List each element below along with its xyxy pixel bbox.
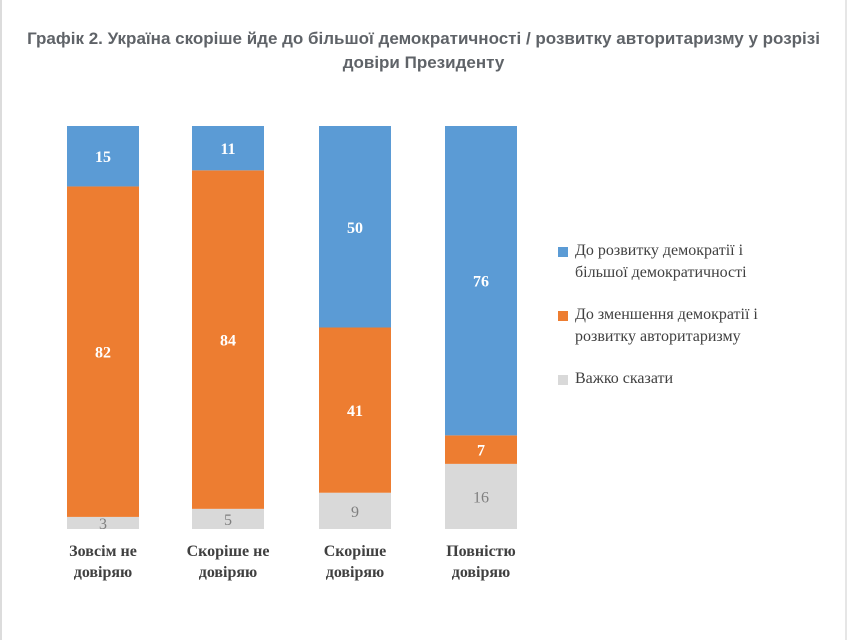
bar-segment-1-series-2 bbox=[67, 186, 139, 517]
bar-segment-3-series-1 bbox=[319, 492, 391, 529]
x-tick-label-2: Скоріше не довіряю bbox=[186, 543, 270, 581]
data-label-4-series-2: 7 bbox=[477, 443, 485, 460]
data-label-1-series-2: 82 bbox=[95, 345, 111, 362]
x-tick-label-1: Зовсім не довіряю bbox=[69, 543, 137, 581]
bar-segment-4-series-1 bbox=[445, 463, 517, 529]
bar-segment-3-series-2 bbox=[319, 327, 391, 493]
data-label-3-series-2: 41 bbox=[347, 403, 363, 420]
legend-label: До зменшення демократії і розвитку автор… bbox=[575, 306, 758, 345]
legend-label: До розвитку демократії і більшої демокра… bbox=[575, 242, 747, 281]
legend-swatch bbox=[558, 311, 568, 321]
x-tick-label-4: Повністю довіряю bbox=[446, 543, 516, 581]
data-label-2-series-1: 5 bbox=[224, 512, 232, 529]
chart-title: Графік 2. Україна скоріше йде до більшої… bbox=[27, 29, 820, 72]
data-label-1-series-3: 15 bbox=[95, 149, 111, 166]
legend-item-1: До розвитку демократії і більшої демокра… bbox=[548, 240, 838, 284]
data-label-2-series-3: 11 bbox=[220, 141, 235, 158]
data-label-3-series-1: 9 bbox=[351, 504, 359, 521]
data-label-4-series-1: 16 bbox=[473, 489, 489, 506]
legend-swatch bbox=[558, 247, 568, 257]
bar-segment-2-series-3 bbox=[192, 126, 264, 171]
data-label-1-series-1: 3 bbox=[99, 516, 107, 533]
data-label-4-series-3: 76 bbox=[473, 274, 489, 291]
legend-swatch bbox=[558, 375, 568, 385]
bar-segment-1-series-3 bbox=[67, 126, 139, 187]
legend-item-3: Важко сказати bbox=[548, 368, 838, 390]
chart-legend: До розвитку демократії і більшої демокра… bbox=[548, 240, 838, 410]
bar-segment-3-series-3 bbox=[319, 126, 391, 328]
bar-segment-1-series-1 bbox=[67, 516, 139, 529]
data-label-3-series-3: 50 bbox=[347, 220, 363, 237]
bar-segment-4-series-2 bbox=[445, 435, 517, 464]
legend-label: Важко сказати bbox=[575, 370, 674, 387]
data-label-2-series-2: 84 bbox=[220, 333, 236, 350]
bar-segment-2-series-1 bbox=[192, 508, 264, 529]
bar-segment-2-series-2 bbox=[192, 170, 264, 509]
legend-item-2: До зменшення демократії і розвитку автор… bbox=[548, 304, 838, 348]
bar-segment-4-series-3 bbox=[445, 126, 517, 436]
x-tick-label-3: Скоріше довіряю bbox=[323, 543, 387, 581]
